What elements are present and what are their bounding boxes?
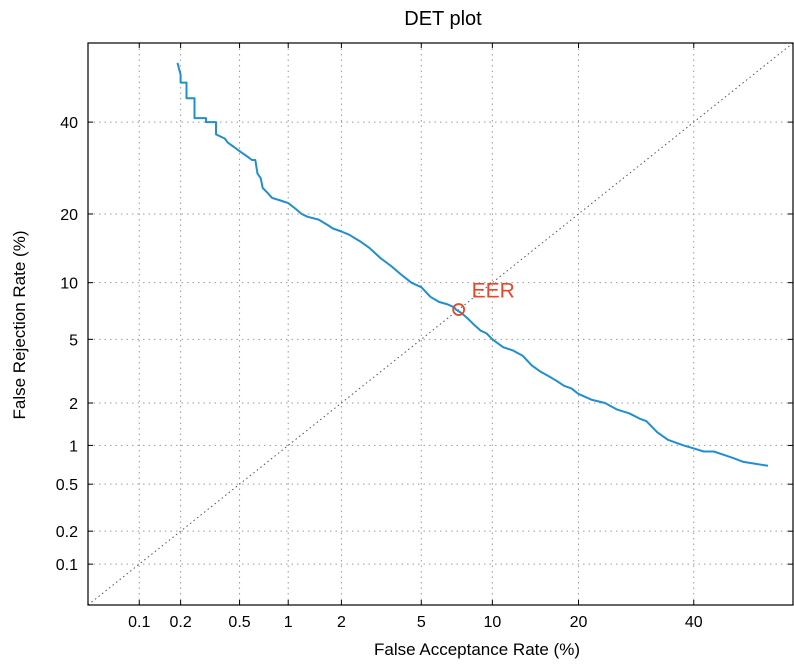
eer-label: EER	[472, 280, 515, 303]
x-tick-label: 10	[483, 614, 501, 631]
eer-marker	[452, 303, 466, 316]
y-tick-label: 0.2	[56, 524, 78, 541]
x-tick-label: 0.1	[128, 614, 150, 631]
chart-title: DET plot	[404, 8, 482, 30]
y-tick-label: 20	[60, 207, 78, 224]
x-tick-label: 0.5	[228, 614, 250, 631]
x-axis-ticks: 0.1 0.2 0.5 1 2 5 10 20 40	[128, 43, 703, 631]
y-tick-label: 10	[60, 276, 78, 293]
x-tick-label: 20	[570, 614, 588, 631]
equal-error-diagonal	[87, 42, 794, 606]
x-axis-label: False Acceptance Rate (%)	[374, 640, 580, 659]
x-tick-label: 5	[417, 614, 426, 631]
y-tick-label: 0.1	[56, 557, 78, 574]
plot-frame	[87, 42, 794, 606]
x-tick-label: 40	[685, 614, 703, 631]
x-tick-label: 2	[337, 614, 346, 631]
y-tick-label: 0.5	[56, 477, 78, 494]
y-tick-label: 2	[69, 396, 78, 413]
y-tick-label: 5	[69, 332, 78, 349]
grid-lines	[88, 43, 793, 605]
y-axis-label: False Rejection Rate (%)	[10, 231, 29, 420]
det-curve	[176, 62, 769, 467]
y-axis-ticks: 0.1 0.2 0.5 1 2 5 10 20 40	[56, 115, 793, 574]
y-tick-label: 40	[60, 115, 78, 132]
x-tick-label: 0.2	[169, 614, 191, 631]
x-tick-label: 1	[284, 614, 293, 631]
y-tick-label: 1	[69, 438, 78, 455]
